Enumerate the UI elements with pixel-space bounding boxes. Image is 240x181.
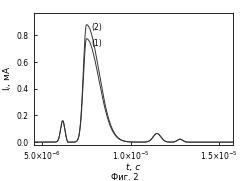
- X-axis label: t, с: t, с: [126, 163, 140, 172]
- Text: Фиг. 2: Фиг. 2: [111, 173, 138, 181]
- Y-axis label: I$_i$, мА: I$_i$, мА: [1, 66, 14, 91]
- Text: (2): (2): [91, 23, 102, 32]
- Text: (1): (1): [91, 39, 102, 48]
